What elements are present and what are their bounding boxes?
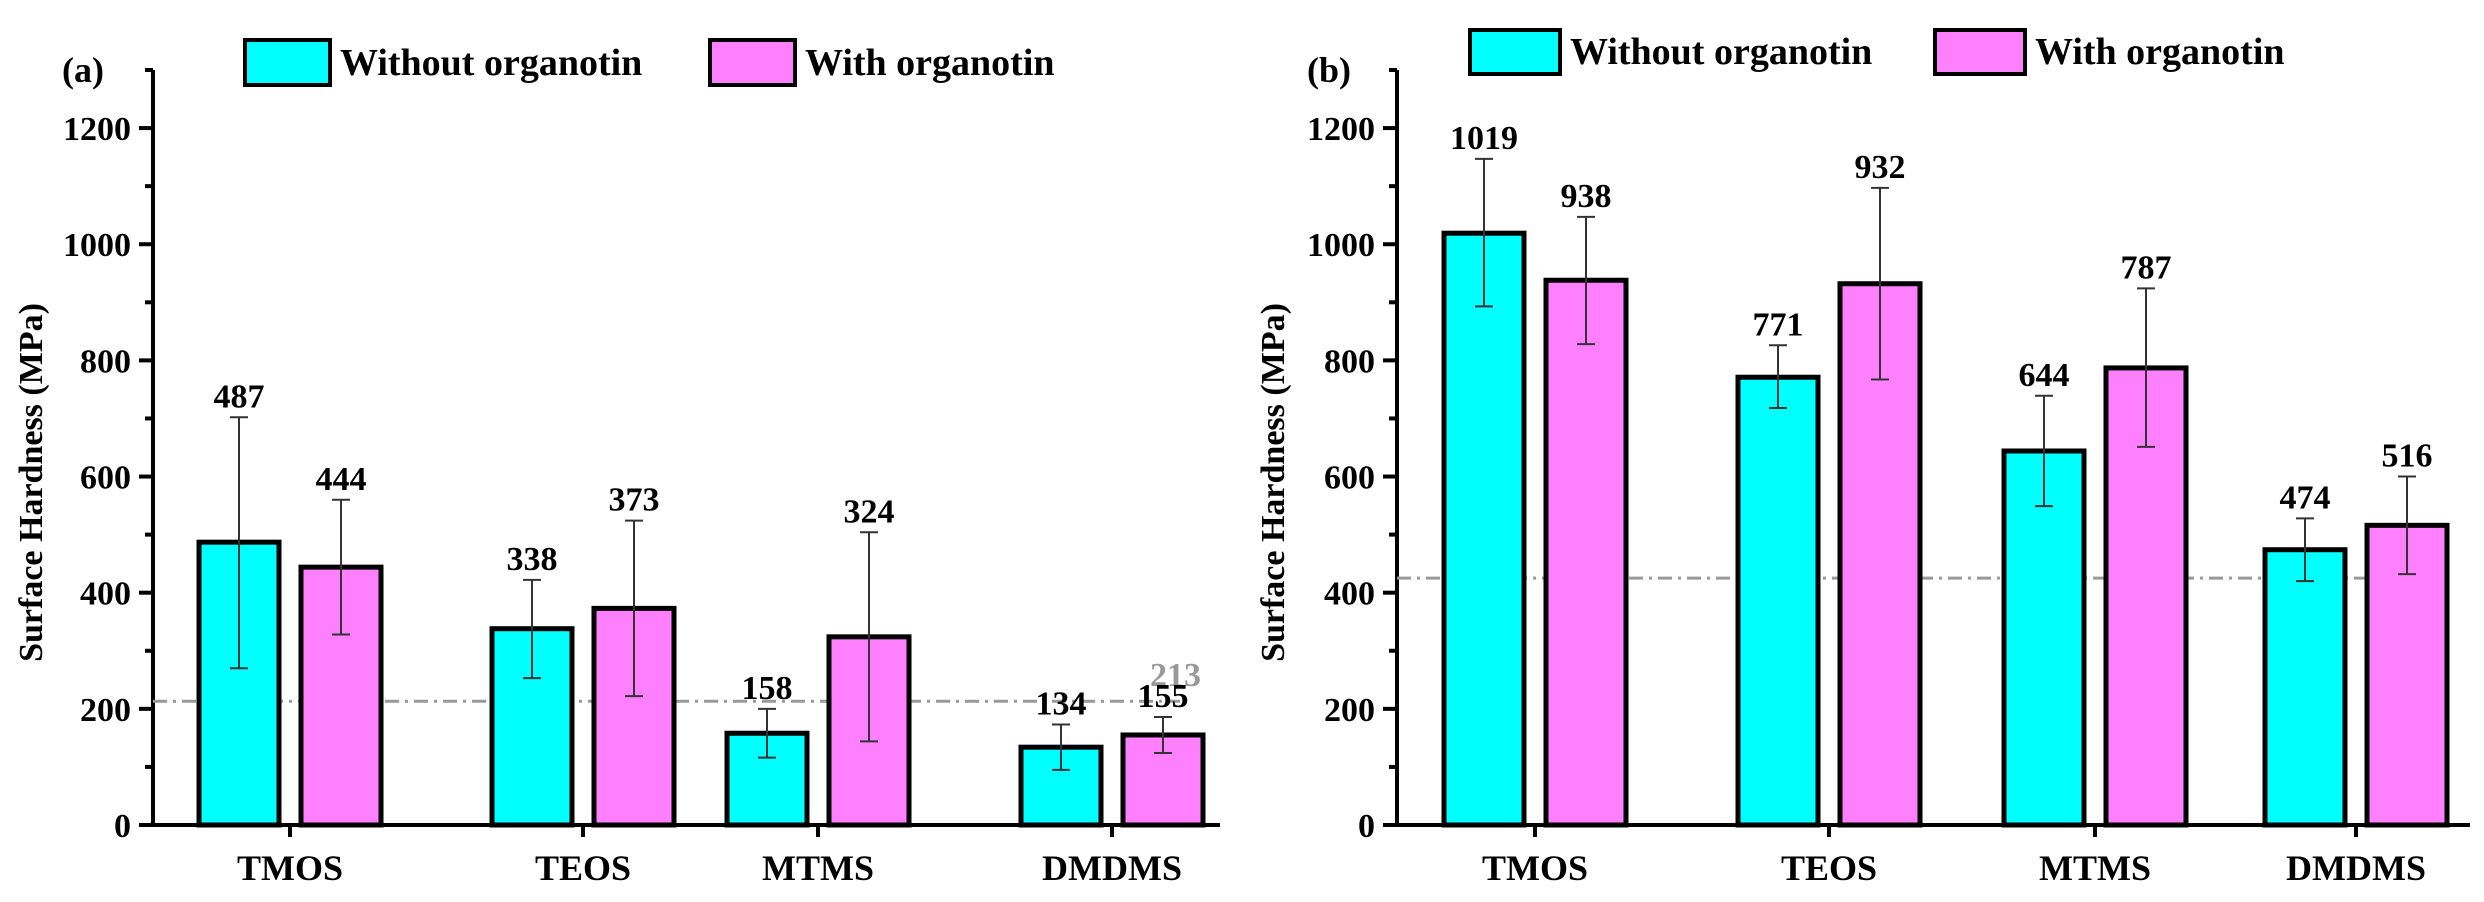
data-label: 324	[844, 493, 895, 530]
x-tick-label: TMOS	[237, 848, 343, 888]
bar-without-organotin	[2262, 547, 2348, 828]
data-label: 516	[2382, 438, 2433, 475]
data-label: 134	[1036, 686, 1087, 723]
y-tick-label: 0	[1358, 808, 1375, 845]
y-tick-label: 0	[114, 808, 131, 845]
legend-label: Without organotin	[1570, 31, 1872, 73]
y-tick-label: 1000	[1307, 227, 1375, 264]
panel-label: (b)	[1307, 50, 1351, 90]
data-label: 155	[1138, 678, 1189, 715]
data-label: 787	[2121, 249, 2172, 286]
legend-swatch	[243, 38, 332, 87]
reference-label: 213	[1150, 657, 1201, 694]
y-tick-label: 400	[1324, 576, 1375, 613]
y-tick-label: 400	[80, 576, 131, 613]
panel-a: 0 200 400 600 800 1000 1200 Surface Hardness (M…	[13, 38, 1220, 888]
x-tick-label: MTMS	[2039, 848, 2151, 888]
y-tick-label: 600	[80, 460, 131, 497]
y-tick-label: 200	[80, 692, 131, 729]
bar-without-organotin	[1441, 230, 1527, 828]
bar-without-organotin	[1735, 374, 1821, 828]
data-label: 338	[507, 541, 558, 578]
legend-label: With organotin	[2035, 31, 2285, 73]
y-tick-label: 800	[80, 343, 131, 380]
y-tick-label: 1200	[1307, 111, 1375, 148]
x-tick-label: DMDMS	[2286, 848, 2426, 888]
bar-with-organotin	[1120, 732, 1206, 828]
bar-with-organotin	[1543, 277, 1629, 828]
y-tick-label: 1000	[63, 227, 131, 264]
legend-swatch	[708, 38, 797, 87]
data-label: 474	[2280, 479, 2331, 516]
data-label: 644	[2019, 357, 2070, 394]
data-label: 487	[214, 378, 265, 415]
data-label: 938	[1561, 178, 1612, 215]
y-tick-label: 200	[1324, 692, 1375, 729]
data-label: 158	[742, 670, 793, 707]
data-label: 932	[1855, 149, 1906, 186]
x-tick-label: MTMS	[762, 848, 874, 888]
bar-without-organotin	[2001, 448, 2087, 828]
x-tick-label: TMOS	[1482, 848, 1588, 888]
y-tick-label: 800	[1324, 343, 1375, 380]
panel-label: (a)	[62, 50, 104, 90]
bar-with-organotin	[298, 564, 384, 828]
data-label: 373	[609, 482, 660, 519]
x-tick-label: TEOS	[1781, 848, 1877, 888]
data-label: 1019	[1450, 120, 1518, 157]
y-axis-title: Surface Hardness (MPa)	[1255, 303, 1292, 662]
x-tick-label: TEOS	[535, 848, 631, 888]
data-label: 771	[1753, 306, 1804, 343]
y-tick-label: 600	[1324, 460, 1375, 497]
data-label: 444	[316, 461, 367, 498]
panel-b: 0 200 400 600 800 1000 1200 Surface Hardness (M…	[1255, 28, 2470, 888]
legend-swatch	[1468, 28, 1562, 76]
legend-label: With organotin	[805, 42, 1055, 84]
legend-label: Without organotin	[340, 42, 642, 84]
y-axis-title: Surface Hardness (MPa)	[13, 303, 50, 662]
legend-swatch	[1933, 28, 2027, 76]
x-tick-label: DMDMS	[1042, 848, 1182, 888]
y-tick-label: 1200	[63, 111, 131, 148]
